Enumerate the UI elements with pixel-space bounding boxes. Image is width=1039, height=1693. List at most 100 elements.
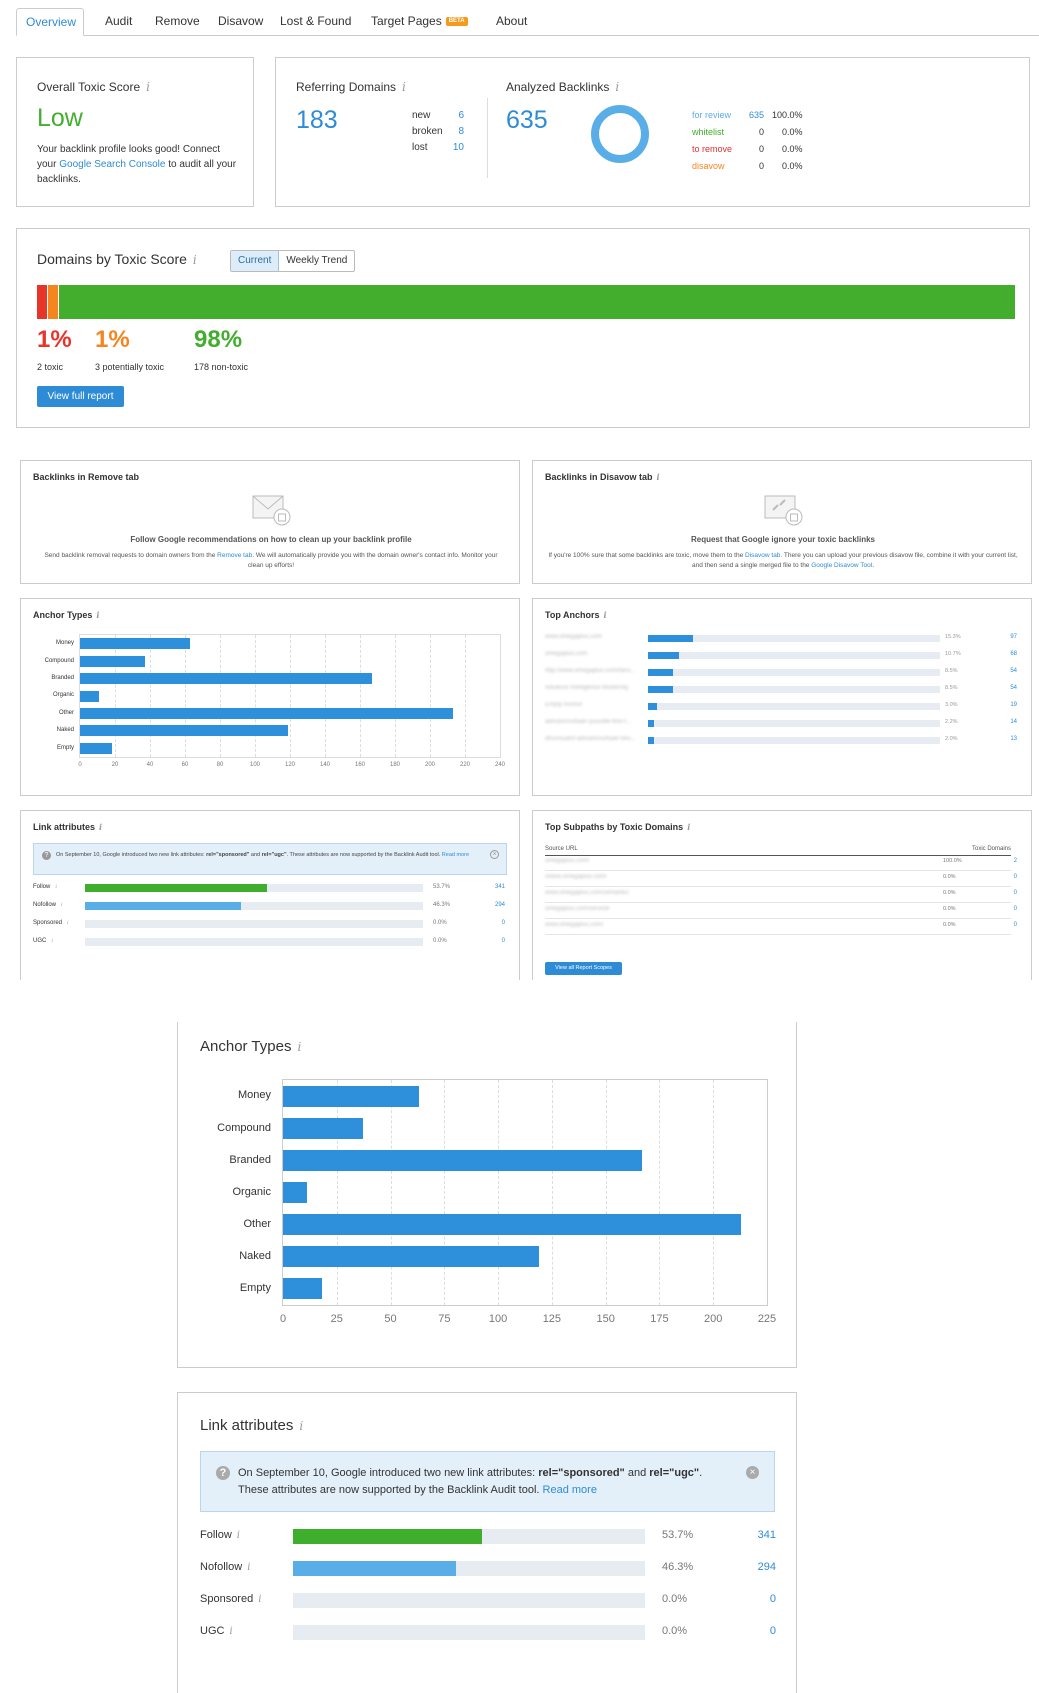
read-more-link[interactable]: Read more (441, 852, 470, 858)
legend-count[interactable]: 635 (749, 110, 765, 120)
bar-money[interactable] (80, 638, 191, 650)
info-icon[interactable]: i (146, 80, 150, 94)
bar-compound[interactable] (80, 655, 145, 667)
tab-about[interactable]: About (496, 14, 528, 28)
subpath-count[interactable]: 0 (1013, 922, 1017, 928)
toggle-current[interactable]: Current (231, 251, 280, 271)
info-icon[interactable]: i (687, 822, 691, 832)
info-icon[interactable]: i (99, 822, 103, 832)
bar-organic[interactable] (80, 690, 100, 702)
info-icon[interactable]: i (603, 610, 607, 620)
referring-row-lost: lost 10 (412, 140, 464, 156)
attr-count[interactable]: 0 (769, 1593, 776, 1605)
anchor-text[interactable]: dfsvvsuafsf-advsdsnsv/baer-bes... (545, 736, 636, 742)
subpath-url[interactable]: www.omegaplus.com/semantic/ (545, 890, 630, 896)
anchor-text[interactable]: advsdsnsv/baer-yuuvdfe-fhre-f... (545, 719, 632, 725)
tab-target-pages[interactable]: Target Pages BETA (362, 8, 477, 36)
domains-by-toxic-score-card: Domains by Toxic Score i Current Weekly T… (16, 228, 1030, 428)
google-search-console-link[interactable]: Google Search Console (59, 159, 166, 170)
tab-overview[interactable]: Overview (16, 8, 84, 36)
row-value[interactable]: 6 (458, 110, 464, 121)
info-icon[interactable]: i (247, 1562, 251, 1573)
info-icon[interactable]: i (229, 1626, 233, 1637)
legend-label[interactable]: to remove (692, 144, 733, 154)
anchor-count[interactable]: 54 (1010, 685, 1017, 691)
bar-other[interactable] (80, 707, 453, 719)
bar-branded[interactable] (80, 673, 373, 685)
bar-naked[interactable] (80, 725, 289, 737)
row-label: lost (412, 142, 428, 153)
info-icon[interactable]: i (96, 610, 100, 620)
view-all-report-scopes-button[interactable]: View all Report Scopes (545, 962, 622, 975)
info-icon[interactable]: i (55, 884, 57, 890)
view-full-report-button[interactable]: View full report (37, 386, 124, 407)
anchor-text[interactable]: http://www.omegaplus.com/fairo... (545, 668, 636, 674)
attr-count[interactable]: 294 (494, 902, 505, 908)
tab-audit[interactable]: Audit (105, 14, 133, 28)
attr-count[interactable]: 294 (757, 1561, 776, 1573)
referring-domains-value: 183 (296, 106, 338, 134)
tab-remove[interactable]: Remove (155, 14, 200, 28)
attr-count[interactable]: 0 (501, 920, 505, 926)
attr-count[interactable]: 0 (501, 938, 505, 944)
info-icon[interactable]: i (51, 938, 53, 944)
anchor-text[interactable]: Empty Anchor (545, 702, 583, 708)
info-icon[interactable]: i (656, 472, 660, 482)
bar-compound[interactable] (283, 1117, 363, 1139)
bar-branded[interactable] (283, 1149, 643, 1171)
anchor-text[interactable]: Advance Intelligence Modernity (545, 685, 629, 691)
legend-label[interactable]: for review (692, 110, 732, 120)
bar-money[interactable] (283, 1085, 419, 1107)
legend-label[interactable]: disavow (692, 161, 725, 171)
info-icon[interactable]: i (615, 80, 620, 94)
info-icon[interactable]: i (297, 1040, 302, 1054)
subpath-url[interactable]: www.omegaplus.com/ (545, 922, 604, 928)
info-icon[interactable]: i (67, 920, 69, 926)
subpath-count[interactable]: 0 (1013, 890, 1017, 896)
remove-tab-link[interactable]: Remove tab (217, 552, 253, 559)
row-value[interactable]: 8 (458, 126, 464, 137)
gridline (336, 1080, 338, 1305)
bar-empty[interactable] (283, 1278, 322, 1300)
anchor-text[interactable]: www.omegaplus.com (545, 634, 602, 640)
anchor-count[interactable]: 13 (1010, 736, 1017, 742)
close-icon[interactable]: × (746, 1466, 759, 1479)
anchor-count[interactable]: 14 (1010, 719, 1017, 725)
anchor-count[interactable]: 19 (1010, 702, 1017, 708)
anchor-count[interactable]: 68 (1010, 651, 1017, 657)
tab-lost-found[interactable]: Lost & Found (280, 14, 352, 28)
attr-count[interactable]: 341 (494, 884, 505, 890)
desc-text-end: to audit all your backlinks. (37, 159, 237, 185)
google-disavow-tool-link[interactable]: Google Disavow Tool (811, 562, 873, 569)
toggle-weekly-trend[interactable]: Weekly Trend (286, 255, 348, 266)
subpath-url[interactable]: online.omegaplus.com/ (545, 874, 607, 880)
info-icon[interactable]: i (236, 1530, 240, 1541)
bar-naked[interactable] (283, 1246, 539, 1268)
close-icon[interactable]: × (490, 850, 499, 859)
info-icon[interactable]: i (299, 1419, 304, 1433)
subpath-count[interactable]: 0 (1013, 906, 1017, 912)
anchor-count[interactable]: 54 (1010, 668, 1017, 674)
tab-disavow[interactable]: Disavow (218, 14, 264, 28)
info-icon[interactable]: i (258, 1594, 262, 1605)
attr-count[interactable]: 341 (757, 1529, 776, 1541)
info-icon[interactable]: i (402, 80, 406, 94)
bar-organic[interactable] (283, 1182, 307, 1203)
subpath-count[interactable]: 2 (1013, 858, 1017, 864)
subpath-count[interactable]: 0 (1013, 874, 1017, 880)
info-icon[interactable]: i (192, 253, 197, 267)
row-value[interactable]: 10 (452, 142, 464, 153)
legend-label[interactable]: whitelist (692, 127, 725, 137)
subpath-url[interactable]: omegaplus.com/ (545, 858, 590, 864)
disavow-tab-link[interactable]: Disavow tab (745, 552, 781, 559)
row-divider (545, 902, 1011, 903)
anchor-text[interactable]: omegaplus.com (545, 651, 588, 657)
anchor-count[interactable]: 97 (1010, 634, 1017, 640)
info-icon[interactable]: i (61, 902, 63, 908)
subpath-url[interactable]: omegaplus.com/service/ (545, 906, 610, 912)
read-more-link[interactable]: Read more (542, 1484, 597, 1496)
bar-other[interactable] (283, 1214, 742, 1236)
bar-empty[interactable] (80, 742, 112, 754)
remove-tab-card: Backlinks in Remove tab Follow Google re… (20, 460, 520, 584)
attr-count[interactable]: 0 (769, 1625, 776, 1637)
